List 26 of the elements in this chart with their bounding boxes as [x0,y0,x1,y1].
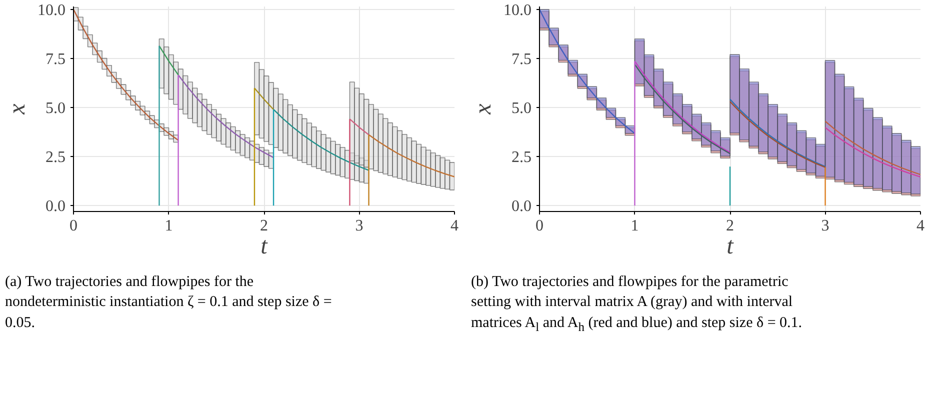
x-tick-label: 0 [536,218,544,234]
y-tick-label: 5.0 [512,100,532,118]
y-axis-title: x [470,103,496,116]
x-tick-label: 2 [260,218,268,234]
y-tick-label: 2.5 [512,149,532,166]
y-tick-label: 0.0 [46,198,66,216]
y-axis-title: x [4,103,30,116]
x-tick-label: 1 [630,218,639,234]
x-axis-title: t [260,234,269,260]
text: (a) Two trajectories and flowpipes for the nondeterministic instantiation ζ = 0.1 and step size δ = 0.05. [5,273,333,332]
x-axis-title: t [726,234,735,260]
y-tick-label: 7.5 [512,50,532,68]
x-tick-label: 0 [70,218,78,234]
y-tick-label: 10.0 [38,2,66,19]
y-tick-label: 5.0 [46,100,66,118]
x-tick-label: 4 [916,218,924,234]
x-tick-label: 4 [450,218,458,234]
x-tick-label: 3 [821,218,830,234]
y-tick-label: 7.5 [46,50,66,68]
y-tick-label: 10.0 [504,2,532,19]
y-tick-label: 0.0 [512,198,532,216]
x-tick-label: 1 [164,218,173,234]
y-tick-label: 2.5 [46,149,66,166]
x-tick-label: 2 [726,218,734,234]
x-tick-label: 3 [355,218,364,234]
text: (b) Two trajectories and flowpipes for the parametric setting with interval matrix A (gray) and with interval matrices A$_{l}$ and A$_{h}$ (red and blue) and step size δ = 0.1. [471,273,804,336]
